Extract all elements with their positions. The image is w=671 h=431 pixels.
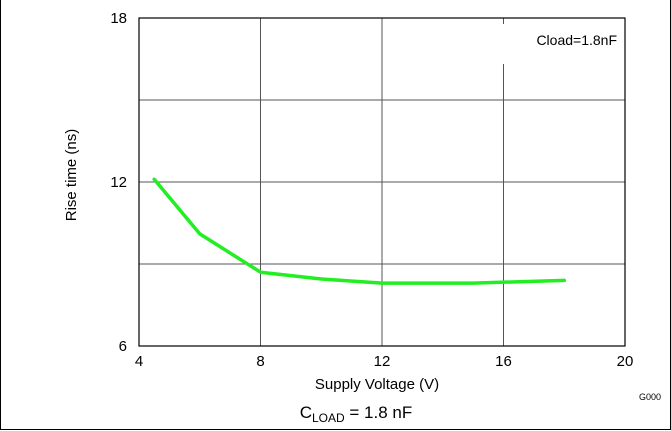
y-tick-label: 18	[110, 10, 127, 27]
caption-subscript: LOAD	[312, 411, 345, 425]
grid-layer	[139, 18, 625, 346]
x-tick-label: 4	[135, 353, 143, 370]
x-tick-label: 12	[374, 353, 391, 370]
x-tick-label: 16	[495, 353, 512, 370]
legend-box	[501, 24, 621, 64]
caption-prefix: C	[300, 403, 312, 422]
chart-caption: CLOAD = 1.8 nF	[300, 403, 413, 425]
legend-label: Cload=1.8nF	[536, 32, 617, 48]
x-axis-label: Supply Voltage (V)	[315, 376, 439, 393]
y-tick-label: 6	[119, 338, 127, 355]
series-line	[152, 177, 567, 285]
x-tick-label: 8	[256, 353, 264, 370]
tick-labels: 4 8 12 16 20 6 12 18	[110, 10, 633, 370]
y-axis-label: Rise time (ns)	[63, 129, 80, 222]
y-tick-label: 12	[110, 174, 127, 191]
caption-suffix: = 1.8 nF	[345, 403, 413, 422]
plot-frame	[138, 17, 626, 347]
figure-id: G000	[639, 392, 661, 402]
x-tick-label: 20	[617, 353, 634, 370]
series-layer	[152, 177, 567, 285]
